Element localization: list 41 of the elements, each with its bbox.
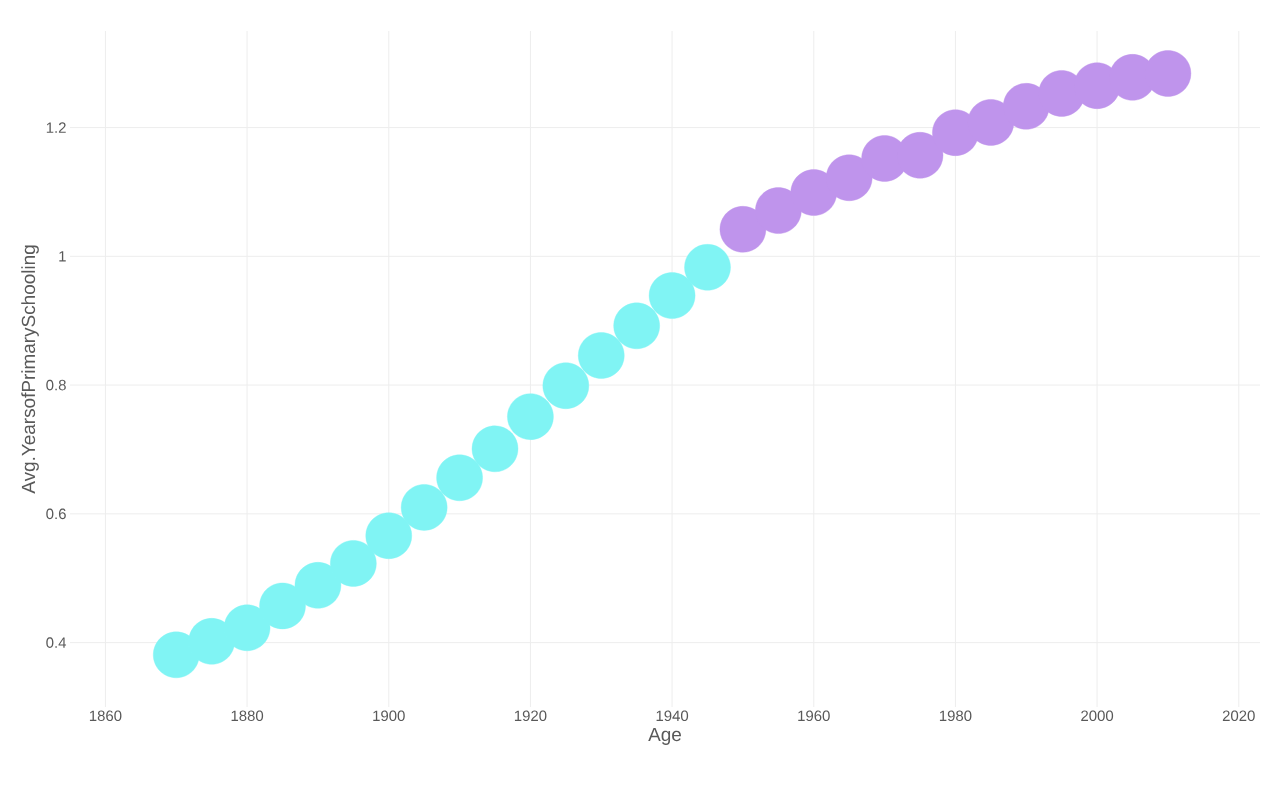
y-tick-label: 0.6 [46,508,66,520]
y-tick-label: 0.4 [46,637,67,648]
x-tick-label: 1920 [514,710,547,722]
point [790,169,837,216]
x-tick-label: 1860 [89,710,122,722]
y-tick-label: 1 [59,251,66,262]
point [825,154,873,201]
point [932,109,979,156]
x-tick-label: 1960 [798,710,830,722]
point [1038,70,1085,117]
point [188,618,235,665]
point [471,425,519,473]
point [365,512,412,559]
x-tick-label: 2000 [1081,710,1114,722]
point [967,99,1015,146]
x-tick-label: 2020 [1222,710,1255,722]
point [259,582,306,630]
point [223,604,271,652]
x-tick-label: 1880 [231,710,264,722]
point [400,484,448,531]
point [330,540,377,587]
point [1073,62,1121,109]
y-axis-title: Avg.YearsofPrimarySchooling [21,245,39,494]
point [613,302,660,350]
x-tick-label: 1900 [373,710,405,722]
point [1003,83,1050,130]
y-tick-label: 0.8 [46,379,66,391]
point [578,332,625,379]
y-tick-label: 1.2 [46,122,66,133]
x-tick-label: 1940 [656,710,689,722]
point [507,393,554,440]
point [648,272,696,319]
point [294,562,342,609]
point [153,631,200,679]
point [755,187,802,234]
x-axis-title: Age [648,727,681,745]
point [719,206,767,253]
point [542,362,590,409]
point [436,454,483,501]
x-tick-label: 1980 [939,710,972,722]
point [684,244,731,291]
